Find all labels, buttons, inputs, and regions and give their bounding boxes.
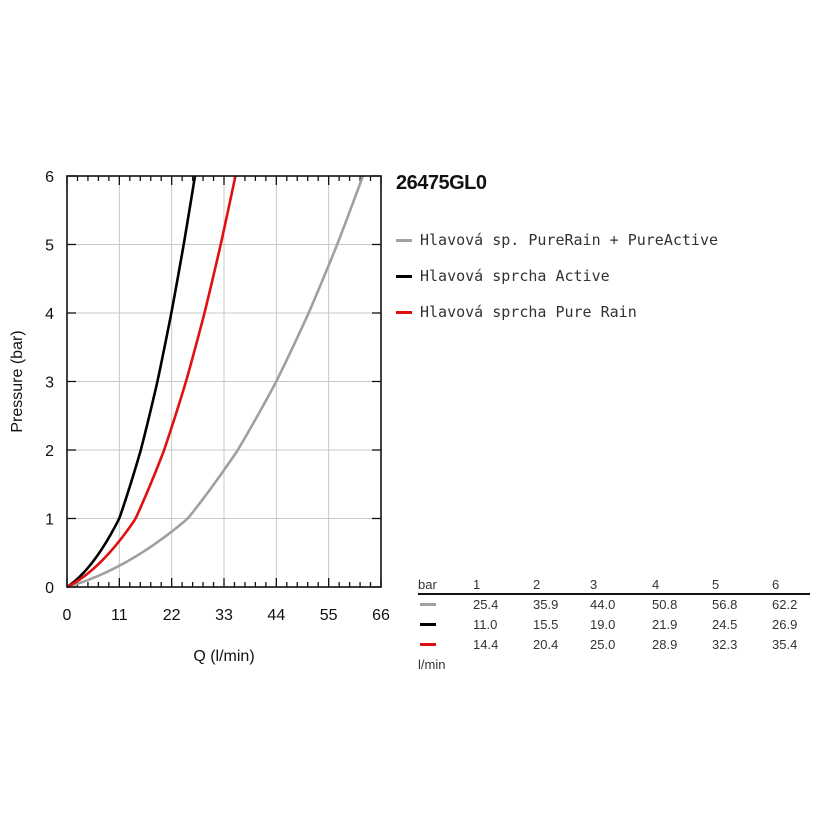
row-swatch — [420, 643, 436, 646]
legend-item-pure-rain-active: Hlavová sp. PureRain + PureActive — [396, 222, 718, 258]
x-tick-label: 33 — [215, 607, 233, 624]
flow-rate-table: bar 1 2 3 4 5 6 25.4 35.9 44.0 50.8 56.8… — [418, 575, 810, 672]
table-row: 14.4 20.4 25.0 28.9 32.3 35.4 — [418, 635, 810, 655]
table-row: 25.4 35.9 44.0 50.8 56.8 62.2 — [418, 595, 810, 615]
x-axis-label: Q (l/min) — [193, 648, 254, 665]
table-cell: 26.9 — [772, 617, 798, 632]
x-tick-label: 0 — [63, 607, 72, 624]
flow-unit-label: l/min — [418, 657, 446, 672]
table-cell: 11.0 — [473, 617, 498, 632]
table-cell: 50.8 — [652, 597, 678, 612]
table-cell: 21.9 — [652, 617, 678, 632]
legend: Hlavová sp. PureRain + PureActive Hlavov… — [396, 222, 718, 330]
legend-swatch — [396, 274, 412, 278]
x-tick-label: 11 — [111, 607, 128, 624]
table-header-row: bar 1 2 3 4 5 6 — [418, 575, 810, 595]
table-cell: 62.2 — [772, 597, 798, 612]
y-tick-label: 4 — [45, 306, 54, 323]
x-tick-label: 22 — [163, 607, 181, 624]
legend-swatch — [396, 238, 412, 242]
y-axis-label: Pressure (bar) — [9, 330, 26, 432]
table-cell: 35.9 — [533, 597, 559, 612]
series-line-1 — [66, 175, 365, 589]
y-tick-label: 0 — [45, 580, 54, 597]
table-cell: 28.9 — [652, 637, 678, 652]
legend-item-active: Hlavová sprcha Active — [396, 258, 718, 294]
y-tick-label: 5 — [45, 238, 54, 255]
table-header-cell: 3 — [590, 577, 598, 592]
x-tick-label: 44 — [267, 607, 285, 624]
table-cell: 24.5 — [712, 617, 738, 632]
series-line-3 — [66, 175, 237, 589]
plot-frame — [66, 175, 382, 588]
table-cell: 25.0 — [590, 637, 616, 652]
table-cell: 14.4 — [473, 637, 499, 652]
legend-label: Hlavová sprcha Pure Rain — [420, 303, 637, 321]
y-tick-label: 3 — [45, 375, 54, 392]
legend-label: Hlavová sp. PureRain + PureActive — [420, 231, 719, 249]
table-cell: 32.3 — [712, 637, 738, 652]
chart-title: 26475GL0 — [396, 172, 487, 194]
legend-item-pure-rain: Hlavová sprcha Pure Rain — [396, 294, 718, 330]
table-cell: 35.4 — [772, 637, 798, 652]
table-header-cell: 1 — [473, 577, 481, 592]
y-tick-label: 2 — [45, 443, 54, 460]
row-swatch — [420, 603, 436, 606]
table-header-cell: 5 — [712, 577, 720, 592]
row-swatch — [420, 623, 436, 626]
series-line-2 — [66, 175, 197, 589]
table-cell: 25.4 — [473, 597, 499, 612]
y-tick-label: 1 — [45, 512, 54, 529]
table-cell: 20.4 — [533, 637, 559, 652]
x-tick-label: 55 — [320, 607, 338, 624]
table-cell: 19.0 — [590, 617, 616, 632]
bar-unit-label: bar — [418, 577, 437, 592]
table-header-cell: 2 — [533, 577, 541, 592]
table-cell: 15.5 — [533, 617, 559, 632]
table-row: 11.0 15.5 19.0 21.9 24.5 26.9 — [418, 615, 810, 635]
table-cell: 44.0 — [590, 597, 616, 612]
table-header-cell: 4 — [652, 577, 660, 592]
table-cell: 56.8 — [712, 597, 738, 612]
x-tick-label: 66 — [372, 607, 390, 624]
legend-swatch — [396, 310, 412, 314]
table-header-cell: 6 — [772, 577, 780, 592]
y-tick-label: 6 — [45, 169, 54, 186]
legend-label: Hlavová sprcha Active — [420, 267, 610, 285]
